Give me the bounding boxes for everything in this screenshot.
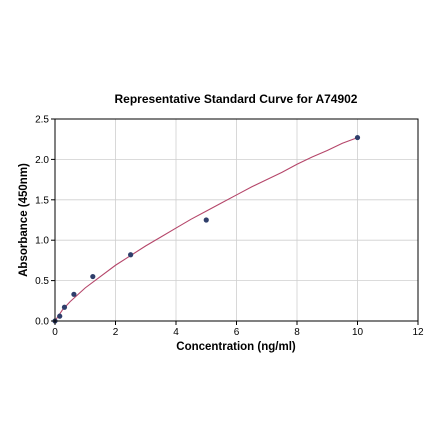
y-tick-label: 2.5 [35,115,49,126]
data-points-layer [52,134,361,324]
x-tick-label: 10 [352,327,364,338]
y-axis-label: Absorbance (450nm) [18,163,30,277]
y-tick-label: 0.0 [35,317,49,328]
grid-layer [54,118,419,322]
y-tick-label: 1.5 [35,195,49,206]
data-point [61,304,68,310]
x-tick-label: 2 [113,327,119,338]
x-tick-label: 8 [294,327,300,338]
x-tick-label: 12 [412,327,424,338]
y-tick-label: 2.0 [35,155,49,166]
x-axis-ticks: 0 2 4 6 8 10 12 [52,321,424,338]
data-point [128,252,134,258]
x-tick-label: 0 [52,327,58,338]
data-point [57,313,63,319]
data-point [203,217,209,223]
fit-curve-line [54,137,358,322]
x-axis-label: Concentration (ng/ml) [176,341,296,353]
chart-title: Representative Standard Curve for A74902 [115,92,358,106]
x-tick-label: 6 [234,327,240,338]
y-tick-label: 0.5 [35,276,49,287]
y-axis-ticks: 0.0 0.5 1.0 1.5 2.0 2.5 [35,115,55,328]
data-point [90,273,96,280]
fit-curve-layer [54,137,358,322]
x-tick-label: 4 [173,327,179,338]
y-tick-label: 1.0 [35,236,49,247]
data-point [354,134,361,141]
data-point [71,291,77,297]
